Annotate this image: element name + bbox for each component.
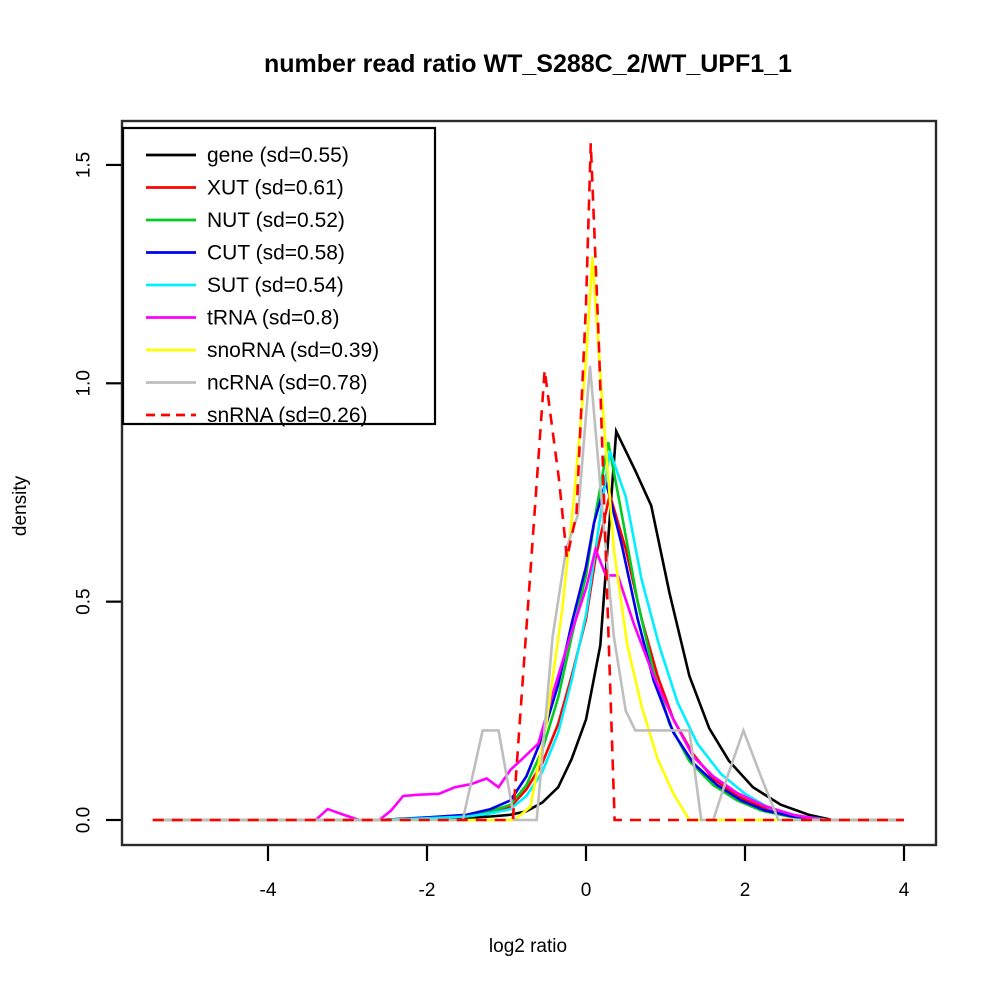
x-axis-ticks: -4 -2 0 2 4 bbox=[260, 846, 910, 901]
series-layer bbox=[152, 143, 904, 822]
x-tick-label: 2 bbox=[740, 880, 751, 901]
legend-box bbox=[121, 126, 437, 426]
series-line-ncrna bbox=[152, 365, 904, 822]
series-line-cut bbox=[152, 476, 904, 822]
y-axis-label: density bbox=[10, 475, 31, 536]
series-line-nut bbox=[152, 442, 904, 822]
legend-label-gene: gene (sd=0.55) bbox=[207, 144, 349, 167]
page-title: number read ratio WT_S288C_2/WT_UPF1_1 bbox=[264, 50, 792, 78]
series-line-gene bbox=[152, 426, 904, 822]
plot-frame bbox=[120, 119, 938, 847]
x-axis-label: log2 ratio bbox=[489, 936, 567, 957]
x-tick-label: 0 bbox=[581, 880, 592, 901]
legend-entries: gene (sd=0.55) XUT (sd=0.61) NUT (sd=0.52)… bbox=[146, 144, 379, 427]
legend-label-cut: CUT (sd=0.58) bbox=[207, 242, 345, 265]
y-axis-ticks: 0.0 0.5 1.0 1.5 bbox=[74, 152, 121, 833]
x-tick-label: -4 bbox=[260, 880, 277, 901]
series-line-snorna bbox=[152, 256, 904, 822]
legend-label-snorna: snoRNA (sd=0.39) bbox=[207, 339, 379, 362]
series-line-sut bbox=[152, 450, 904, 822]
x-tick-label: -2 bbox=[419, 880, 436, 901]
legend-label-xut: XUT (sd=0.61) bbox=[207, 177, 344, 200]
legend-label-nut: NUT (sd=0.52) bbox=[207, 209, 345, 232]
legend-label-trna: tRNA (sd=0.8) bbox=[207, 307, 339, 330]
y-tick-label: 1.0 bbox=[74, 370, 95, 396]
y-tick-label: 0.0 bbox=[74, 807, 95, 833]
y-tick-label: 0.5 bbox=[74, 588, 95, 614]
legend-label-snrna: snRNA (sd=0.26) bbox=[207, 404, 368, 427]
legend-label-ncrna: ncRNA (sd=0.78) bbox=[207, 372, 368, 395]
legend-label-sut: SUT (sd=0.54) bbox=[207, 274, 344, 297]
y-tick-label: 1.5 bbox=[74, 152, 95, 178]
x-tick-label: 4 bbox=[899, 880, 910, 901]
series-line-snrna bbox=[152, 143, 904, 822]
